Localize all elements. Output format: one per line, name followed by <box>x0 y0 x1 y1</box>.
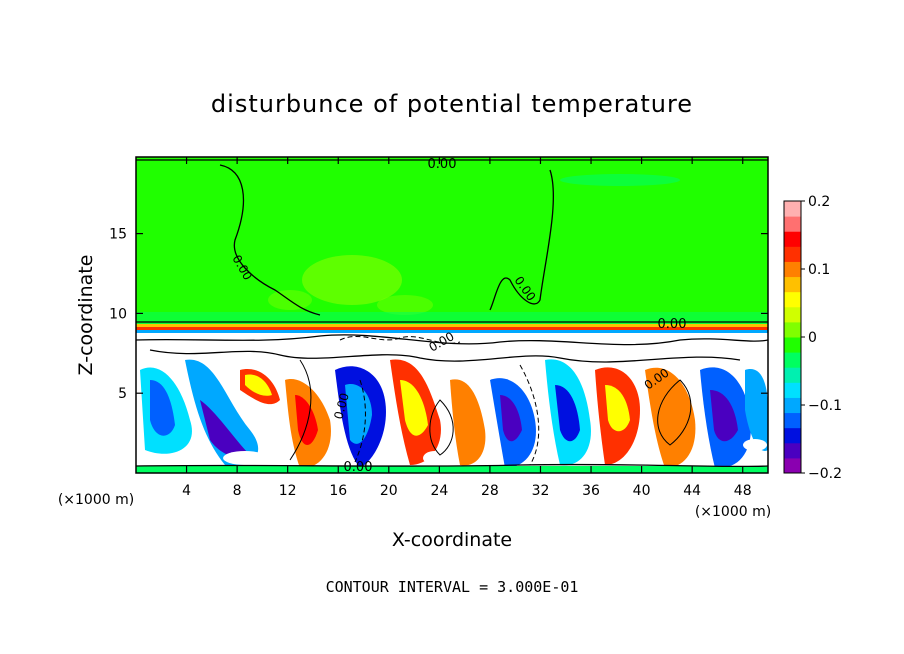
x-tick-label: 24 <box>430 483 448 499</box>
colorbar-swatch <box>784 261 801 278</box>
colorbar-tick-label: −0.1 <box>808 398 842 414</box>
contour-lines <box>136 159 768 468</box>
x-tick-label: 4 <box>182 483 191 499</box>
contour-line <box>289 359 312 461</box>
colorbar-swatch <box>784 321 801 338</box>
contour-label: 0.00 <box>344 460 373 475</box>
contour-label: 0.00 <box>658 317 687 332</box>
plot-frame <box>135 156 769 474</box>
contour-line <box>429 399 454 456</box>
colorbar-tick-label: 0.2 <box>808 194 830 210</box>
colorbar-swatch <box>784 442 801 459</box>
x-tick-label: 20 <box>380 483 398 499</box>
colorbar-swatch <box>784 231 801 247</box>
x-tick-label: 28 <box>481 483 499 499</box>
colorbar: 0.2 0.1 0 −0.1 −0.2 <box>783 194 842 482</box>
contour-line <box>354 379 366 463</box>
colorbar-swatch <box>784 352 801 368</box>
colorbar-swatch <box>784 337 801 353</box>
x-tick-label: 48 <box>734 483 752 499</box>
x-unit-right: (×1000 m) <box>695 504 771 520</box>
colorbar-swatch <box>784 427 801 444</box>
contour-line <box>219 164 321 316</box>
colorbar-tick-label: −0.2 <box>808 466 842 482</box>
contour-interval-note: CONTOUR INTERVAL = 3.000E-01 <box>326 578 579 596</box>
x-unit-left: (×1000 m) <box>58 492 134 508</box>
colorbar-swatch <box>784 276 801 293</box>
colorbar-swatch <box>784 397 801 414</box>
y-tick-label: 10 <box>109 306 127 322</box>
y-tick-label: 5 <box>118 386 127 402</box>
x-tick-label: 8 <box>233 483 242 499</box>
turbulent-plumes <box>140 359 768 469</box>
contour-line <box>519 364 540 466</box>
y-tick-label: 15 <box>109 227 127 243</box>
cool-band <box>136 312 768 324</box>
cool-patch <box>560 174 680 186</box>
colorbar-swatch <box>784 457 801 474</box>
x-tick-label: 40 <box>633 483 651 499</box>
chart-title: disturbunce of potential temperature <box>211 90 693 118</box>
colorbar-swatch <box>784 306 801 323</box>
x-tick-label: 36 <box>582 483 600 499</box>
colorbar-tick-label: 0 <box>808 330 817 346</box>
plot-area: 0.00 0.00 0.00 0.00 0.00 0.00 0.00 0.00 <box>136 157 768 475</box>
y-axis-label: Z-coordinate <box>75 255 97 376</box>
cool-inversion-band <box>136 330 768 333</box>
y-axis: 5 10 15 <box>109 227 768 402</box>
colorbar-swatch <box>784 201 801 217</box>
contour-label: 0.00 <box>331 391 351 420</box>
x-tick-label: 12 <box>279 483 297 499</box>
x-tick-label: 32 <box>532 483 550 499</box>
contour-line <box>136 463 768 468</box>
contour-line <box>657 379 692 446</box>
warm-blob <box>302 255 402 305</box>
contour-line <box>339 336 461 344</box>
x-axis: 4 8 12 16 20 24 28 32 36 40 44 48 <box>182 157 752 499</box>
colorbar-swatch <box>784 412 801 429</box>
colorbar-swatch <box>784 246 801 262</box>
contour-label: 0.00 <box>428 157 457 172</box>
contour-line <box>136 334 768 346</box>
x-axis-label: X-coordinate <box>392 529 512 551</box>
contour-line <box>489 169 555 311</box>
contour-line <box>149 349 741 363</box>
colorbar-swatch <box>784 382 801 398</box>
colorbar-swatch <box>784 216 801 232</box>
colorbar-tick-label: 0.1 <box>808 262 830 278</box>
warm-blob <box>377 295 433 315</box>
colorbar-swatch <box>784 291 801 308</box>
x-tick-label: 16 <box>329 483 347 499</box>
colorbar-swatch <box>784 367 801 383</box>
surface-layer <box>136 466 768 473</box>
warm-inversion-band <box>136 324 768 327</box>
warm-inversion-band <box>136 327 768 330</box>
x-tick-label: 44 <box>683 483 701 499</box>
